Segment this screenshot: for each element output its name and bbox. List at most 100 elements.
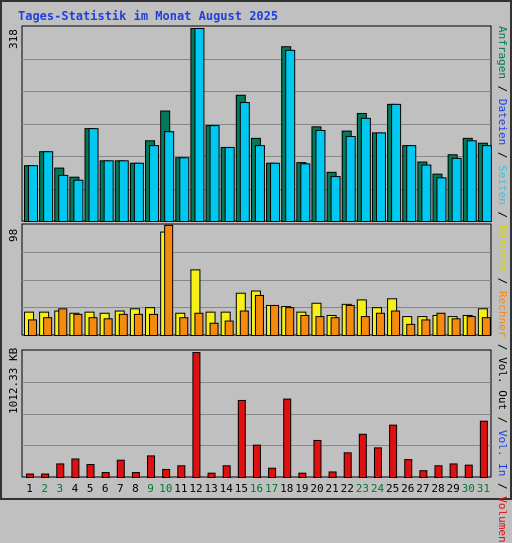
rechner-bar — [391, 310, 401, 336]
dateien-bar — [103, 160, 114, 223]
legend-entry: Besuche — [496, 224, 509, 272]
rechner-bar — [43, 317, 53, 336]
daily-stats-chart: 1 2 3 4 5 6 7 8 9 10 11 12 13 14 15 16 17 18 19 20 21 22 23 24 2… — [21, 25, 492, 495]
day-label: 20 — [310, 482, 323, 495]
dateien-bar — [330, 176, 341, 222]
day-label: 10 — [159, 482, 172, 495]
rechner-bar — [88, 317, 98, 336]
legend-entry: / — [496, 476, 509, 497]
day-label: 25 — [386, 482, 399, 495]
rechner-bar — [73, 313, 83, 336]
legend-entry: Dateien — [496, 98, 509, 146]
rechner-bar — [179, 317, 189, 336]
dateien-bar — [285, 49, 296, 222]
dateien-bar — [118, 160, 129, 223]
rechner-bar — [406, 323, 416, 337]
dateien-bar — [58, 174, 69, 222]
volumen-bar — [192, 352, 201, 478]
dateien-bar — [43, 151, 54, 223]
day-label: 29 — [447, 482, 460, 495]
volumen-bar — [131, 472, 140, 479]
rechner-bar — [270, 304, 280, 337]
dateien-bar — [209, 125, 220, 222]
legend-entry: / — [496, 410, 509, 431]
day-label: 16 — [250, 482, 263, 495]
rechner-bar — [164, 224, 174, 336]
day-label: 24 — [371, 482, 385, 495]
volumen-bar — [26, 473, 34, 479]
rechner-bar — [209, 322, 219, 337]
day-label: 23 — [356, 482, 369, 495]
volumen-bar — [464, 464, 473, 479]
volumen-bar — [389, 424, 398, 479]
dateien-bar — [421, 164, 432, 223]
dateien-bar — [179, 157, 190, 223]
volumen-bar — [56, 463, 65, 479]
dateien-bar — [254, 145, 265, 222]
legend-entry: Anfragen — [496, 26, 509, 79]
right-legend: Anfragen / Dateien / Seiten / Besuche / … — [495, 26, 509, 543]
legend-entry: Volumen — [496, 496, 509, 543]
rechner-bar — [451, 318, 461, 336]
day-label: 5 — [87, 482, 94, 495]
volumen-bar — [147, 455, 156, 478]
volumen-bar — [207, 472, 216, 478]
dateien-bar — [164, 131, 175, 222]
rechner-bar — [133, 313, 143, 336]
rechner-bar — [421, 319, 431, 336]
rechner-bar — [58, 308, 68, 336]
day-label: 7 — [117, 482, 124, 495]
day-label: 18 — [280, 482, 293, 495]
volumen-bar — [162, 468, 171, 479]
legend-entry: / — [496, 78, 509, 99]
day-label: 15 — [235, 482, 248, 495]
rechner-bar — [224, 320, 234, 336]
volumen-bar — [479, 420, 488, 478]
dateien-bar — [28, 165, 38, 223]
day-label: 11 — [174, 482, 187, 495]
rechner-bar — [300, 314, 310, 336]
legend-entry: / — [496, 204, 509, 225]
day-label: 2 — [41, 482, 48, 495]
dateien-bar — [239, 102, 250, 222]
rechner-bar — [254, 294, 264, 337]
dateien-bar — [149, 145, 160, 222]
rechner-bar — [194, 312, 204, 336]
dateien-bar — [391, 103, 402, 222]
volumen-bar — [41, 473, 50, 479]
dateien-bar — [360, 117, 371, 222]
day-label: 30 — [462, 482, 475, 495]
dateien-bar — [375, 132, 386, 222]
dateien-bar — [224, 146, 235, 222]
day-label: 26 — [401, 482, 414, 495]
rechner-bar — [149, 313, 159, 336]
legend-entry: / — [496, 271, 509, 291]
volumen-bar — [358, 433, 367, 478]
volumen-bar — [268, 467, 277, 479]
rechner-bar — [436, 312, 446, 336]
day-label: 9 — [147, 482, 154, 495]
day-label: 19 — [295, 482, 308, 495]
volumen-bar — [419, 470, 428, 479]
rechner-bar — [466, 316, 476, 336]
volumen-bar — [116, 459, 125, 478]
day-label: 22 — [341, 482, 354, 495]
day-label: 4 — [72, 482, 79, 495]
day-label: 13 — [204, 482, 217, 495]
volumen-bar — [298, 472, 307, 478]
dateien-bar — [300, 163, 311, 223]
day-label: 31 — [477, 482, 490, 495]
legend-entry: Seiten — [496, 165, 509, 205]
volumen-bar — [449, 463, 458, 479]
day-label: 14 — [220, 482, 234, 495]
day-label: 6 — [102, 482, 109, 495]
legend-entry: / — [496, 337, 509, 358]
dateien-bar — [315, 129, 326, 222]
volumen-bar — [434, 465, 443, 478]
volumen-bar — [283, 398, 292, 478]
day-label: 27 — [416, 482, 429, 495]
rechner-bar — [103, 318, 113, 336]
dateien-bar — [345, 136, 356, 222]
rechner-bar — [481, 317, 491, 336]
volumen-bar — [313, 439, 322, 479]
